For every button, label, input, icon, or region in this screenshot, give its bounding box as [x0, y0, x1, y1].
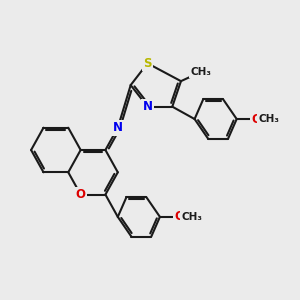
Text: CH₃: CH₃ — [182, 212, 203, 222]
Text: N: N — [142, 100, 152, 113]
Text: CH₃: CH₃ — [190, 67, 211, 77]
Text: O: O — [175, 210, 185, 224]
Text: S: S — [143, 57, 152, 70]
Text: O: O — [251, 112, 262, 125]
Text: CH₃: CH₃ — [258, 114, 279, 124]
Text: N: N — [113, 121, 123, 134]
Text: O: O — [76, 188, 85, 201]
